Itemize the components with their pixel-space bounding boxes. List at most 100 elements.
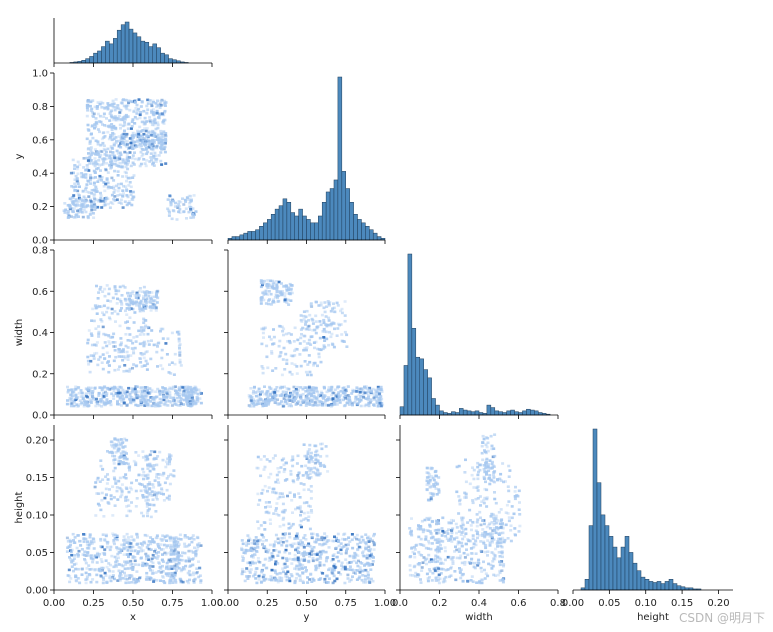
heatmap-cell bbox=[274, 388, 277, 391]
heatmap-cell bbox=[111, 99, 115, 103]
heatmap-cell bbox=[440, 534, 444, 537]
heatmap-cell bbox=[287, 303, 291, 306]
heatmap-cell bbox=[88, 156, 92, 159]
heatmap-cell bbox=[118, 165, 122, 168]
heatmap-cell bbox=[358, 400, 362, 403]
heatmap-cell bbox=[296, 558, 300, 562]
heatmap-cell bbox=[123, 567, 127, 571]
heatmap-cell bbox=[89, 151, 93, 155]
heatmap-cell bbox=[362, 550, 366, 553]
heatmap-cell bbox=[437, 476, 441, 479]
heatmap-cell bbox=[171, 385, 175, 389]
heatmap-cell bbox=[287, 397, 291, 401]
heatmap-cell bbox=[498, 555, 502, 558]
heatmap-cell bbox=[176, 206, 180, 209]
heatmap-cell bbox=[133, 151, 136, 154]
heatmap-cell bbox=[183, 545, 187, 548]
heatmap-cell bbox=[434, 554, 438, 558]
heatmap-cell bbox=[171, 536, 175, 540]
heatmap-cell bbox=[261, 371, 265, 375]
heatmap-cell bbox=[245, 575, 249, 578]
heatmap-cell bbox=[262, 563, 266, 567]
heatmap-cell bbox=[435, 532, 439, 535]
heatmap-cell bbox=[116, 194, 120, 197]
heatmap-cell bbox=[293, 399, 296, 402]
heatmap-cell bbox=[142, 297, 145, 300]
heatmap-cell bbox=[87, 329, 91, 332]
heatmap-cell bbox=[432, 567, 436, 571]
heatmap-cell bbox=[129, 391, 133, 394]
heatmap-cell bbox=[319, 464, 323, 468]
heatmap-cell bbox=[167, 214, 171, 217]
heatmap-cell bbox=[366, 575, 370, 579]
heatmap-cell bbox=[103, 538, 107, 541]
heatmap-cell bbox=[287, 532, 291, 536]
heatmap-cell bbox=[293, 581, 297, 585]
heatmap-cell bbox=[95, 306, 99, 309]
heatmap-cell bbox=[112, 462, 116, 465]
heatmap-cell bbox=[168, 386, 172, 390]
heatmap-cell bbox=[330, 332, 334, 336]
heatmap-cell bbox=[177, 337, 181, 341]
heatmap-cell bbox=[260, 569, 264, 573]
heatmap-cell bbox=[312, 579, 316, 582]
heatmap-cell bbox=[325, 535, 329, 538]
heatmap-cell bbox=[93, 555, 97, 559]
heatmap-cell bbox=[413, 564, 417, 568]
heatmap-cell bbox=[498, 579, 502, 582]
heatmap-cell bbox=[250, 546, 254, 550]
heatmap-cell bbox=[153, 550, 157, 553]
heatmap-cell bbox=[413, 552, 416, 556]
heatmap-cell bbox=[138, 164, 142, 168]
heatmap-cell bbox=[477, 558, 481, 562]
heatmap-cell bbox=[84, 176, 88, 179]
heatmap-cell bbox=[482, 560, 485, 564]
heatmap-cell bbox=[167, 572, 171, 575]
heatmap-cell bbox=[131, 118, 135, 121]
heatmap-cell bbox=[260, 533, 264, 536]
heatmap-cell bbox=[184, 200, 188, 203]
heatmap-cell bbox=[114, 292, 118, 296]
heatmap-cell bbox=[168, 539, 172, 542]
heatmap-cell bbox=[153, 158, 157, 161]
heatmap-cell bbox=[507, 475, 511, 478]
heatmap-cell bbox=[272, 328, 275, 331]
heatmap-cell bbox=[130, 137, 134, 141]
heatmap-cell bbox=[121, 348, 125, 351]
heatmap-cell bbox=[269, 578, 273, 581]
heatmap-cell bbox=[138, 125, 142, 129]
heatmap-cell bbox=[282, 509, 286, 512]
heatmap-cell bbox=[191, 216, 195, 219]
heatmap-cell bbox=[313, 346, 316, 350]
heatmap-cell bbox=[253, 385, 256, 389]
heatmap-cell bbox=[356, 569, 359, 572]
heatmap-cell bbox=[152, 134, 156, 138]
heatmap-cell bbox=[129, 141, 133, 145]
heatmap-cell bbox=[433, 529, 437, 532]
heatmap-cell bbox=[476, 477, 480, 481]
heatmap-cell bbox=[289, 403, 292, 406]
heatmap-cell bbox=[103, 189, 107, 193]
heatmap-cell bbox=[274, 562, 277, 566]
heatmap-cell bbox=[102, 131, 106, 134]
heatmap-cell bbox=[457, 550, 461, 553]
heatmap-cell bbox=[131, 366, 134, 370]
heatmap-cell bbox=[463, 563, 467, 566]
heatmap-cell bbox=[135, 117, 139, 121]
heatmap-cell bbox=[249, 548, 252, 552]
heatmap-cell bbox=[89, 386, 93, 390]
heatmap-cell bbox=[459, 554, 463, 558]
heatmap-cell bbox=[112, 133, 116, 136]
heatmap-cell bbox=[196, 536, 200, 540]
heatmap-cell bbox=[125, 395, 129, 399]
heatmap-cell bbox=[194, 549, 198, 553]
heatmap-cell bbox=[513, 490, 517, 493]
heatmap-cell bbox=[168, 460, 171, 463]
heatmap-cell bbox=[112, 389, 116, 393]
heatmap-cell bbox=[459, 568, 463, 571]
heatmap-cell bbox=[98, 155, 102, 159]
heatmap-cell bbox=[305, 346, 309, 349]
heatmap-cell bbox=[175, 552, 179, 556]
heatmap-cell bbox=[191, 571, 195, 575]
heatmap-cell bbox=[507, 464, 511, 468]
